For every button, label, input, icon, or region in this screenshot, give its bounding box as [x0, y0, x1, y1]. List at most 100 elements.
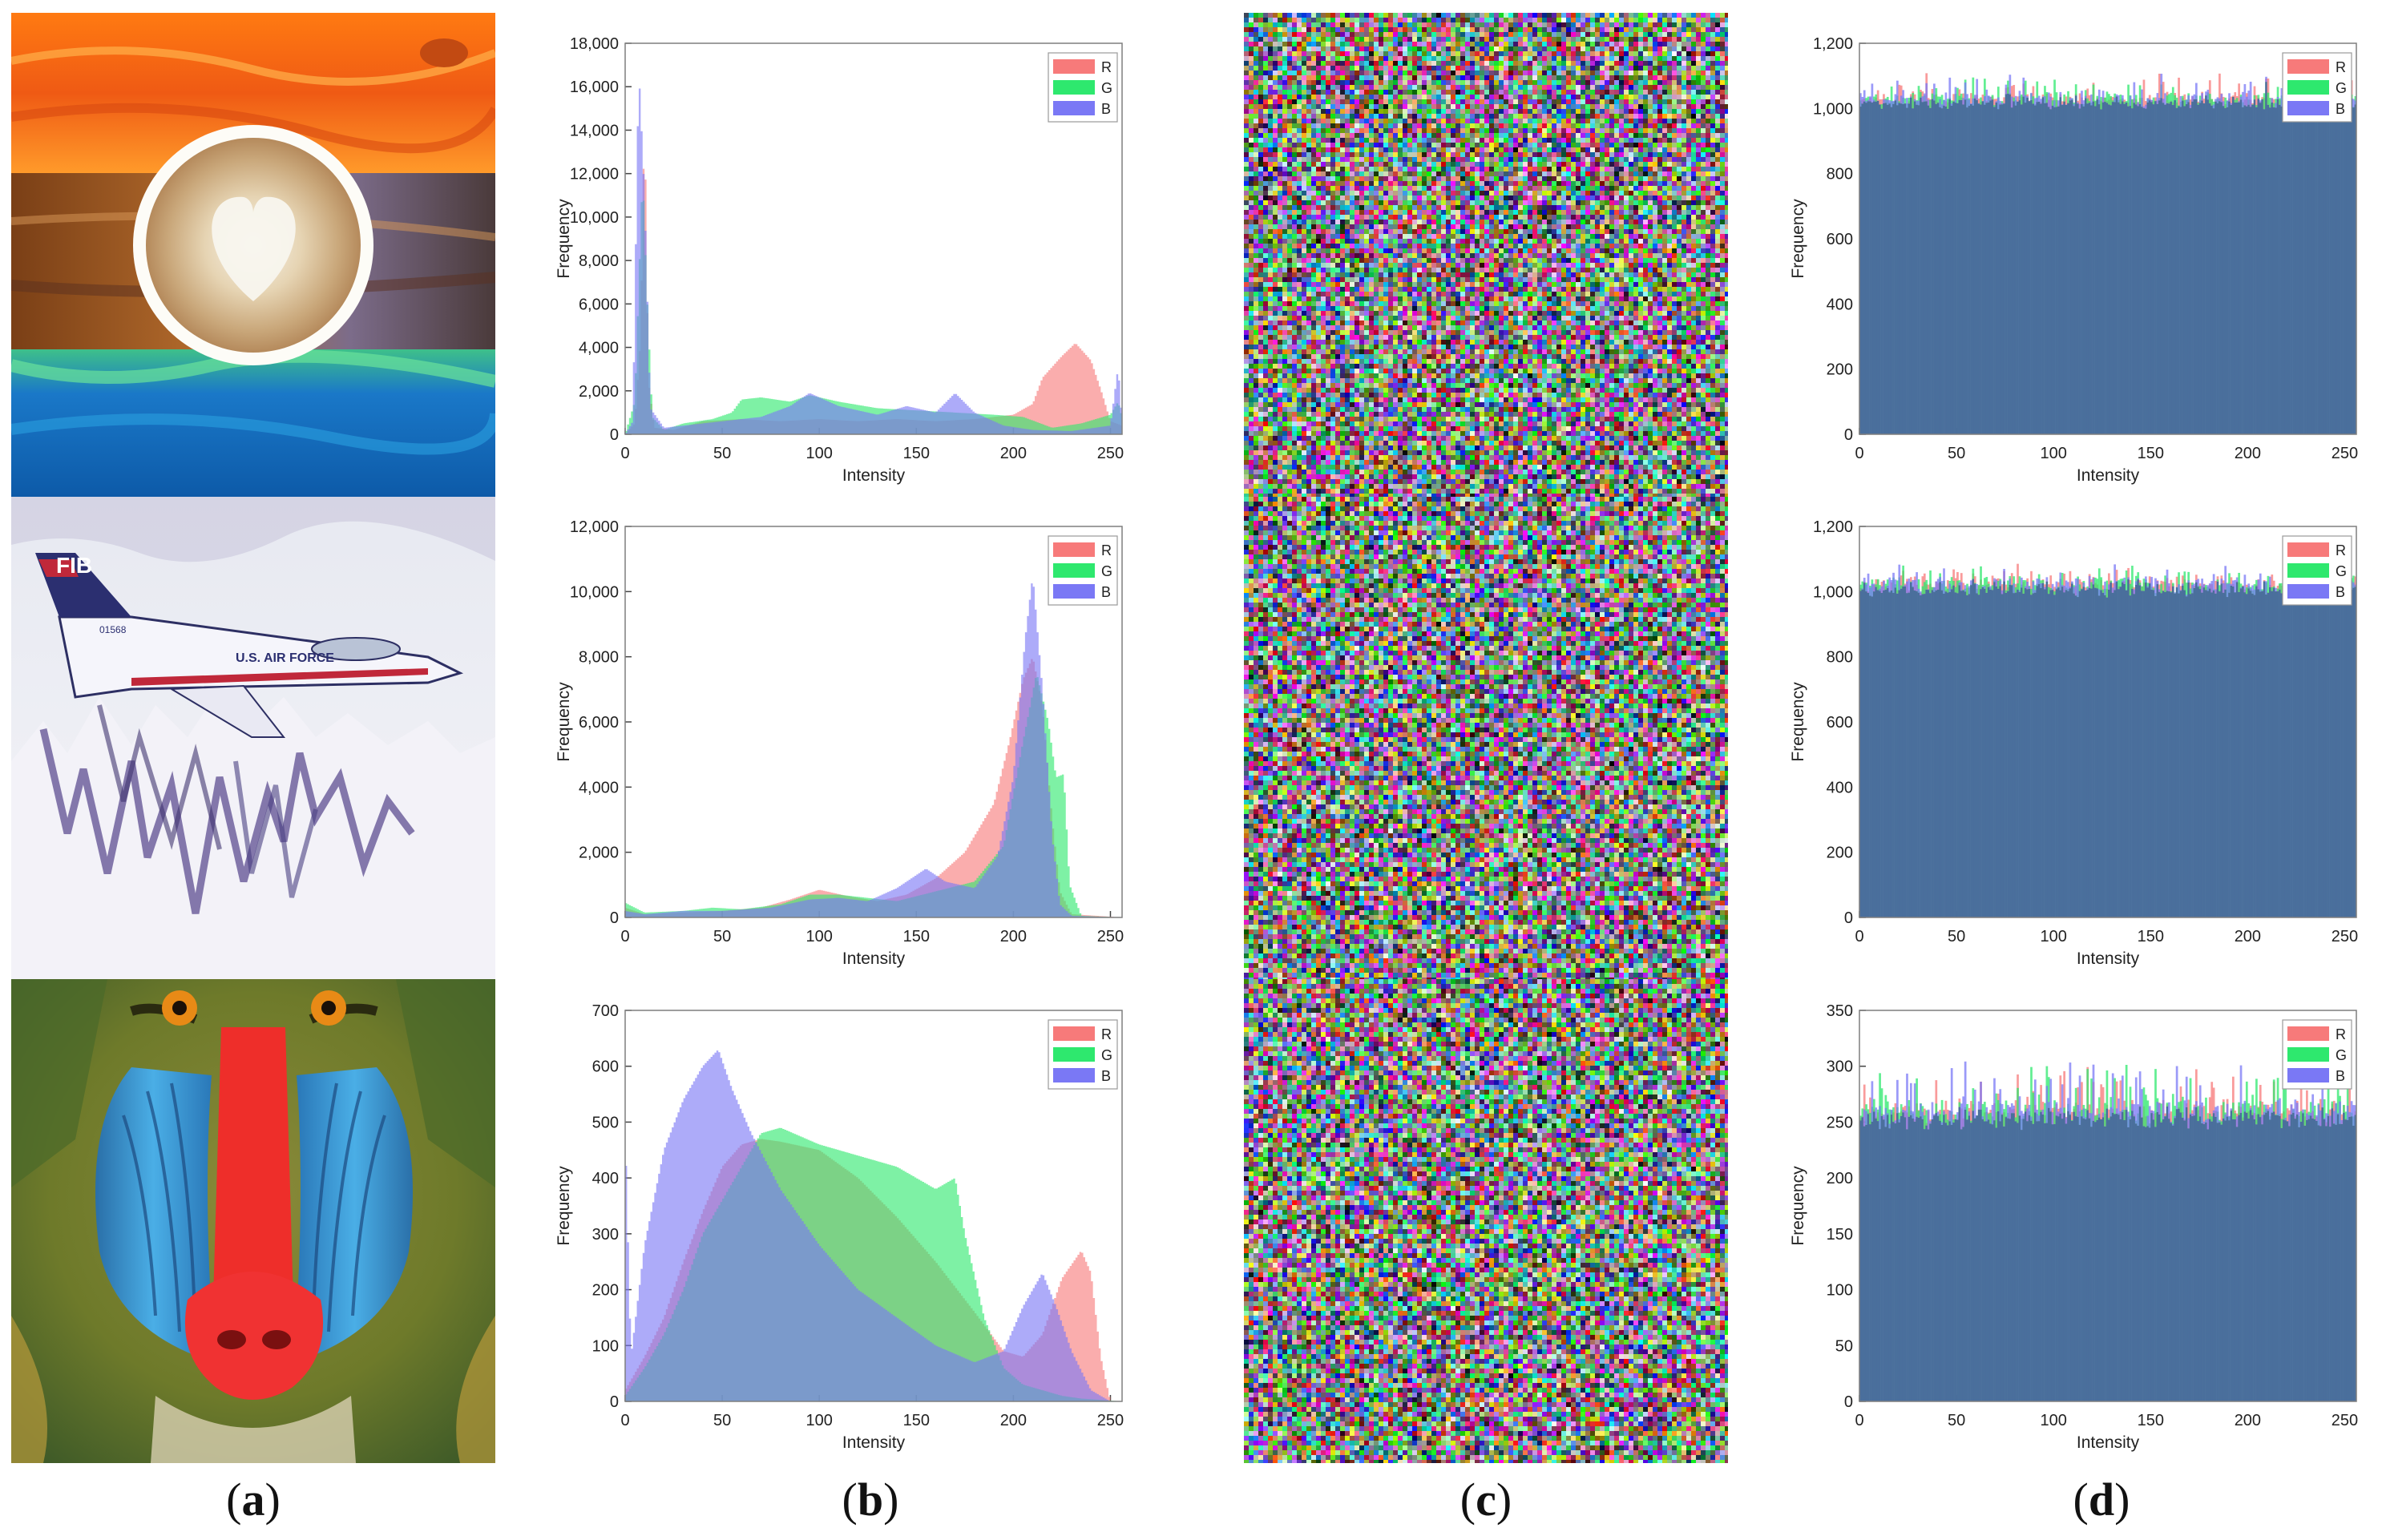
bar-tip-b	[2346, 1105, 2349, 1120]
bar-tip-g	[1912, 93, 1915, 109]
bar	[1916, 591, 1918, 917]
bar-tip-g	[2198, 586, 2202, 590]
bar-tip-b	[1871, 83, 1874, 103]
bar-tip-b	[1898, 564, 1901, 591]
bar-tip-r	[2101, 585, 2105, 593]
bar-tip-g	[1929, 570, 1932, 594]
bar	[2174, 593, 2177, 917]
bar	[2179, 107, 2182, 434]
bar-tip-b	[2129, 1115, 2132, 1119]
bar	[1948, 591, 1952, 917]
bar	[2082, 106, 2085, 434]
bar-tip-g	[2276, 588, 2279, 591]
bar-tip-b	[2129, 95, 2132, 107]
bar	[2158, 1114, 2161, 1401]
bar-tip-b	[2115, 94, 2118, 97]
bar-tip-g	[1908, 98, 1911, 104]
bar	[2051, 1124, 2054, 1401]
bar	[2335, 594, 2338, 917]
bar-tip-r	[2220, 1105, 2223, 1125]
bar	[2344, 106, 2348, 434]
bar-tip-g	[2119, 95, 2122, 104]
bar-tip-g	[2053, 79, 2056, 107]
bar-tip-g	[2108, 94, 2110, 105]
bar-tip-g	[1966, 1103, 1968, 1120]
bar-tip-r	[2070, 1111, 2073, 1121]
x-tick-label: 50	[1948, 445, 1965, 462]
bar-tip-b	[2030, 1116, 2033, 1121]
bar-tip-b	[2010, 96, 2013, 108]
bar-tip-b	[2336, 1113, 2340, 1115]
bar-tip-r	[1921, 576, 1924, 595]
bar	[2332, 1123, 2336, 1401]
bar-tip-b	[2073, 103, 2076, 107]
bar	[2166, 1106, 2169, 1401]
bar	[2245, 1112, 2248, 1401]
bar	[2220, 583, 2223, 917]
legend-label-b: B	[1101, 101, 1111, 117]
bar-tip-r	[2017, 563, 2019, 590]
bar	[2030, 99, 2033, 434]
bar	[2040, 1111, 2042, 1401]
x-tick-label: 100	[806, 445, 833, 462]
bar	[2218, 101, 2221, 434]
bar	[1929, 593, 1932, 917]
bar	[2152, 104, 2155, 434]
bar	[2317, 1125, 2320, 1401]
bar-tip-b	[2061, 104, 2064, 106]
bar-tip-r	[2123, 99, 2126, 104]
bar-tip-b	[2352, 99, 2355, 108]
bar-tip-b	[2239, 96, 2243, 100]
bar	[2343, 1112, 2345, 1401]
bar-tip-b	[2323, 1118, 2326, 1119]
bar-tip-g	[2123, 102, 2126, 104]
bar-tip-b	[1976, 583, 1979, 594]
bar	[2284, 1120, 2287, 1401]
bar-tip-b	[2212, 104, 2215, 109]
x-tick-label: 200	[2235, 928, 2261, 945]
bar-tip-b	[2319, 1110, 2322, 1127]
bar	[2109, 582, 2113, 917]
legend-label-r: R	[2336, 542, 2346, 558]
bar-tip-b	[2201, 93, 2203, 101]
bar-tip-r	[2210, 1082, 2214, 1122]
bar-tip-g	[1996, 1100, 2000, 1111]
bar	[2288, 1126, 2291, 1401]
bar-tip-b	[1989, 96, 1992, 101]
bar-tip-b	[1944, 92, 1948, 107]
y-axis-label: Frequency	[1789, 199, 1807, 279]
bar-tip-r	[2032, 86, 2035, 104]
bar-tip-b	[1880, 586, 1883, 593]
bar-tip-b	[2253, 589, 2256, 595]
bar-tip-b	[2228, 1115, 2231, 1121]
bar-tip-b	[2024, 586, 2027, 589]
bar-tip-b	[2171, 1123, 2174, 1126]
bar	[2263, 109, 2266, 434]
bar	[2232, 96, 2235, 434]
bar	[2189, 1114, 2192, 1401]
bar-tip-b	[2059, 572, 2062, 591]
bar-tip-g	[2280, 583, 2283, 594]
bar	[2127, 1127, 2130, 1401]
bar	[1923, 594, 1926, 917]
bar-tip-g	[2269, 98, 2271, 108]
y-tick-label: 0	[610, 426, 619, 444]
bar-tip-b	[1933, 587, 1936, 592]
bar-tip-g	[2343, 1104, 2345, 1113]
bar	[2271, 591, 2274, 917]
bar	[2162, 591, 2165, 917]
legend-swatch-b	[1053, 584, 1095, 599]
bar-tip-g	[2030, 1066, 2033, 1121]
bar	[1936, 1116, 1940, 1401]
bar-tip-b	[1999, 100, 2002, 105]
legend-swatch-g	[2287, 1047, 2329, 1062]
bar-tip-b	[2051, 1112, 2054, 1125]
bar-tip-g	[1917, 579, 1920, 593]
bar-tip-b	[2294, 1099, 2297, 1119]
bar	[1886, 104, 1889, 434]
bar-tip-g	[1879, 585, 1881, 591]
y-tick-label: 50	[1835, 1337, 1853, 1355]
bar	[2049, 590, 2053, 917]
bar-tip-b	[2156, 581, 2159, 585]
bar-tip-g	[2092, 84, 2095, 102]
